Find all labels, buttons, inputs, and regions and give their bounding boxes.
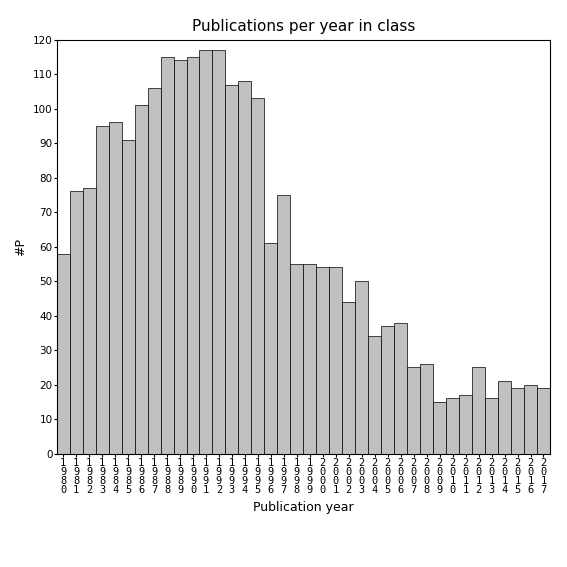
Bar bbox=[187, 57, 200, 454]
Bar bbox=[329, 267, 342, 454]
Bar bbox=[213, 50, 226, 454]
Bar bbox=[264, 243, 277, 454]
Bar bbox=[174, 60, 187, 454]
Bar bbox=[485, 399, 498, 454]
Bar bbox=[498, 381, 511, 454]
Bar bbox=[121, 139, 134, 454]
Bar bbox=[433, 402, 446, 454]
Bar bbox=[472, 367, 485, 454]
Bar bbox=[83, 188, 96, 454]
Bar bbox=[96, 126, 109, 454]
Bar bbox=[303, 264, 316, 454]
Bar bbox=[251, 98, 264, 454]
Bar bbox=[511, 388, 524, 454]
Bar bbox=[70, 192, 83, 454]
Bar bbox=[134, 105, 147, 454]
Bar bbox=[537, 388, 550, 454]
Y-axis label: #P: #P bbox=[14, 238, 27, 256]
Bar bbox=[381, 326, 394, 454]
Bar bbox=[342, 302, 356, 454]
Bar bbox=[459, 395, 472, 454]
Bar bbox=[290, 264, 303, 454]
Bar bbox=[160, 57, 174, 454]
Bar bbox=[316, 267, 329, 454]
Bar bbox=[368, 336, 381, 454]
X-axis label: Publication year: Publication year bbox=[253, 501, 354, 514]
Bar bbox=[277, 195, 290, 454]
Bar bbox=[57, 253, 70, 454]
Bar bbox=[109, 122, 121, 454]
Bar bbox=[446, 399, 459, 454]
Bar bbox=[147, 88, 160, 454]
Bar bbox=[394, 323, 407, 454]
Bar bbox=[200, 50, 213, 454]
Bar bbox=[239, 81, 251, 454]
Bar bbox=[420, 364, 433, 454]
Bar bbox=[524, 384, 537, 454]
Bar bbox=[226, 84, 239, 454]
Bar bbox=[356, 281, 368, 454]
Title: Publications per year in class: Publications per year in class bbox=[192, 19, 415, 35]
Bar bbox=[407, 367, 420, 454]
